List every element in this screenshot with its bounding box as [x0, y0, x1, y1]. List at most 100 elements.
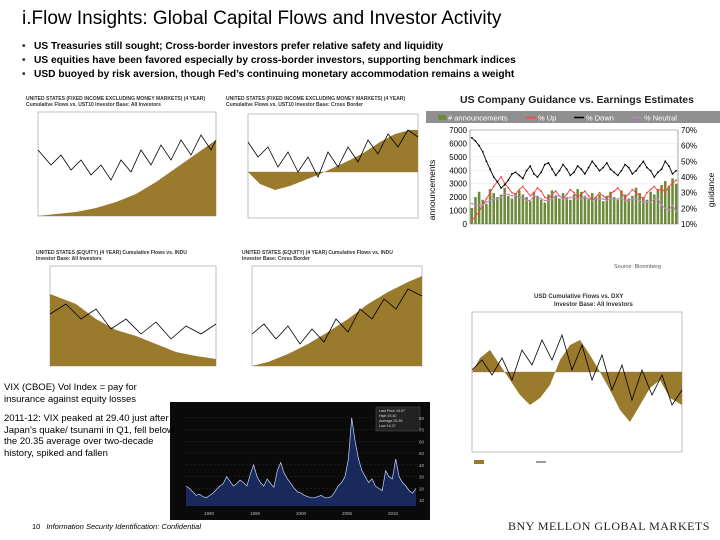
usd-chart-subtitle: Investor Base: All Investors: [554, 302, 633, 308]
bullet-text: US Treasuries still sought; Cross-border…: [34, 41, 444, 52]
series-point: [540, 198, 543, 200]
series-point: [496, 180, 499, 183]
series-point: [485, 160, 488, 163]
series-point: [602, 198, 605, 200]
series-point: [540, 171, 543, 174]
series-point: [587, 194, 590, 197]
legend-label-up: % Up: [538, 114, 556, 123]
series-point: [573, 196, 575, 199]
series-point: [481, 151, 484, 153]
series-point: [500, 196, 502, 199]
vix-x-tick: 1990: [204, 511, 215, 516]
vix-commentary: VIX (CBOE) Vol Index = pay for insurance…: [4, 382, 180, 467]
series-point: [529, 199, 532, 202]
vix-definition: VIX (CBOE) Vol Index = pay for insurance…: [4, 382, 137, 405]
series-point: [587, 198, 590, 200]
series-point: [529, 165, 532, 167]
announcement-bar: [477, 191, 481, 224]
series-point: [671, 182, 674, 185]
equity-cb-chart-title: UNITED STATES (EQUITY) (4 YEAR) Cumulati…: [242, 250, 393, 262]
series-point: [511, 172, 513, 175]
announcement-bar: [583, 195, 587, 224]
series-point: [507, 193, 510, 196]
announcement-bar: [623, 194, 627, 224]
series-point: [580, 198, 583, 200]
announcement-bar: [609, 191, 612, 224]
announcement-bar: [507, 195, 510, 224]
vix-legend-low: Low 14.27: [379, 424, 396, 428]
series-point: [532, 191, 535, 194]
announcement-bar: [671, 178, 674, 224]
vix-x-tick: 2005: [342, 511, 353, 516]
series-point: [580, 168, 583, 171]
series-point: [470, 219, 473, 222]
series-point: [503, 193, 506, 196]
series-point: [609, 198, 612, 200]
y-tick-left: 1000: [449, 207, 467, 216]
vix-y-tick: 80: [419, 416, 425, 421]
series-point: [569, 188, 572, 191]
series-point: [543, 196, 546, 199]
series-point: [525, 190, 528, 192]
series-point: [485, 198, 488, 200]
series-point: [605, 198, 608, 200]
vix-x-tick: 1995: [250, 511, 261, 516]
series-point: [576, 198, 579, 200]
series-point: [609, 168, 612, 171]
series-point: [500, 187, 502, 189]
series-point: [503, 183, 506, 186]
y-tick-left: 4000: [449, 166, 467, 175]
series-point: [522, 196, 524, 199]
series-point: [532, 172, 535, 175]
series-point: [511, 191, 513, 194]
series-point: [653, 176, 656, 178]
vix-y-tick: 40: [419, 463, 425, 468]
bullet-text: USD buoyed by risk aversion, though Fed’…: [34, 69, 515, 80]
treasury-cb-flow-chart: [230, 112, 430, 237]
bullet-text: US equities have been favored especially…: [34, 55, 516, 66]
series-point: [543, 199, 546, 202]
series-point: [584, 196, 586, 199]
announcement-bar: [503, 187, 506, 224]
series-point: [591, 160, 594, 163]
announcement-bar: [590, 193, 594, 224]
series-point: [569, 174, 572, 177]
treasury-cb-chart-title: UNITED STATES (FIXED INCOME EXCLUDING MO…: [226, 96, 406, 108]
series-point: [573, 191, 575, 194]
series-point: [514, 193, 517, 196]
announcement-bar: [532, 191, 536, 224]
announcement-bar: [631, 195, 634, 224]
vix-legend-box: [375, 406, 421, 432]
vix-legend-last: Last Price 19.97: [379, 409, 405, 413]
legend-label-neutral: % Neutral: [644, 114, 677, 123]
series-point: [631, 198, 634, 200]
guidance-plot-area: 7000 6000 5000 4000 3000 2000 1000 0 70% 60% 50% 40…: [449, 126, 697, 229]
vix-legend-high: High 29.40: [379, 414, 396, 418]
announcement-bar: [634, 187, 638, 224]
announcement-bar: [547, 194, 550, 224]
y-tick-left: 5000: [449, 153, 467, 162]
series-point: [620, 198, 623, 200]
series-point: [646, 191, 648, 194]
vix-y-tick: 20: [419, 486, 425, 491]
series-point: [657, 198, 659, 200]
legend-swatch-announcements: [438, 115, 446, 120]
series-point: [554, 190, 557, 192]
legend-label-announcements: # announcements: [448, 114, 508, 123]
series-point: [635, 169, 637, 172]
series-point: [536, 176, 539, 178]
series-point: [664, 160, 667, 163]
announcement-bar: [470, 207, 474, 224]
series-point: [667, 209, 670, 211]
series-point: [642, 201, 645, 203]
series-point: [598, 198, 601, 200]
series-point: [616, 198, 619, 200]
bullet-icon: •: [22, 55, 26, 66]
series-point: [536, 187, 539, 189]
series-point: [675, 169, 678, 172]
classification: Information Security Identification: Con…: [46, 522, 202, 531]
series-point: [627, 199, 630, 202]
series-point: [631, 172, 634, 175]
series-point: [485, 201, 488, 203]
series-point: [576, 196, 579, 199]
